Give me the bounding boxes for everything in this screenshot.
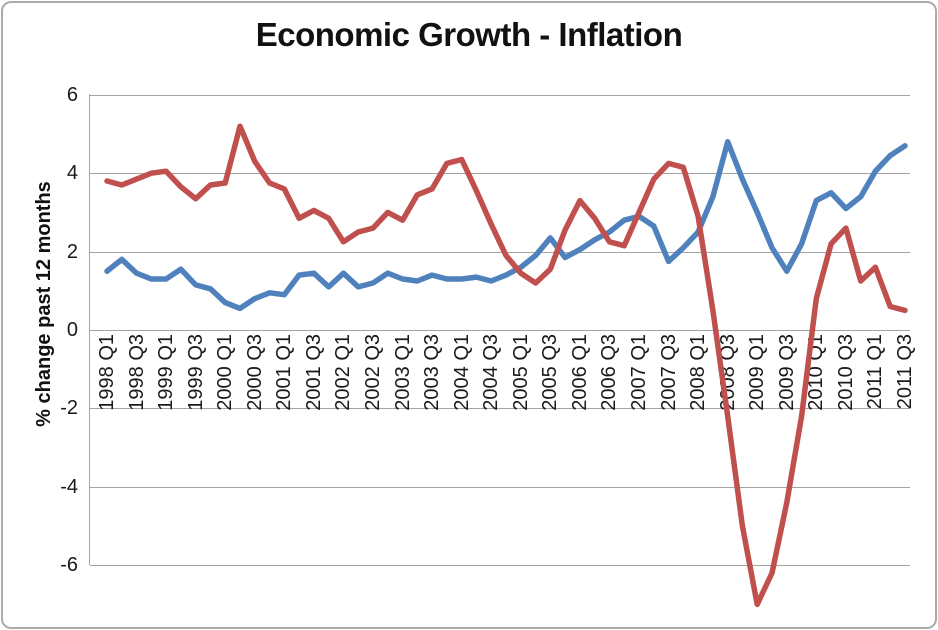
gridline-y-4 xyxy=(90,173,910,174)
gridline-y-0 xyxy=(90,330,910,331)
gridline-y-6 xyxy=(90,95,910,96)
gridline-y-2 xyxy=(90,252,910,253)
y-axis-line xyxy=(89,94,90,565)
y-tick-label: 4 xyxy=(66,162,78,184)
y-tick-label: 0 xyxy=(66,319,78,341)
gridline-y--4 xyxy=(90,487,910,488)
y-tick-label: -6 xyxy=(60,554,78,576)
series-line-economic-growth xyxy=(104,123,908,608)
y-tick-label: 6 xyxy=(66,84,78,106)
gridline-y--2 xyxy=(90,408,910,409)
chart-title: Economic Growth - Inflation xyxy=(255,16,683,53)
y-tick-label: -4 xyxy=(60,476,78,498)
series-line-inflation xyxy=(104,139,908,312)
y-tick-label: 2 xyxy=(66,241,78,263)
gridline-y--6 xyxy=(90,565,910,566)
y-tick-label: -2 xyxy=(60,397,78,419)
